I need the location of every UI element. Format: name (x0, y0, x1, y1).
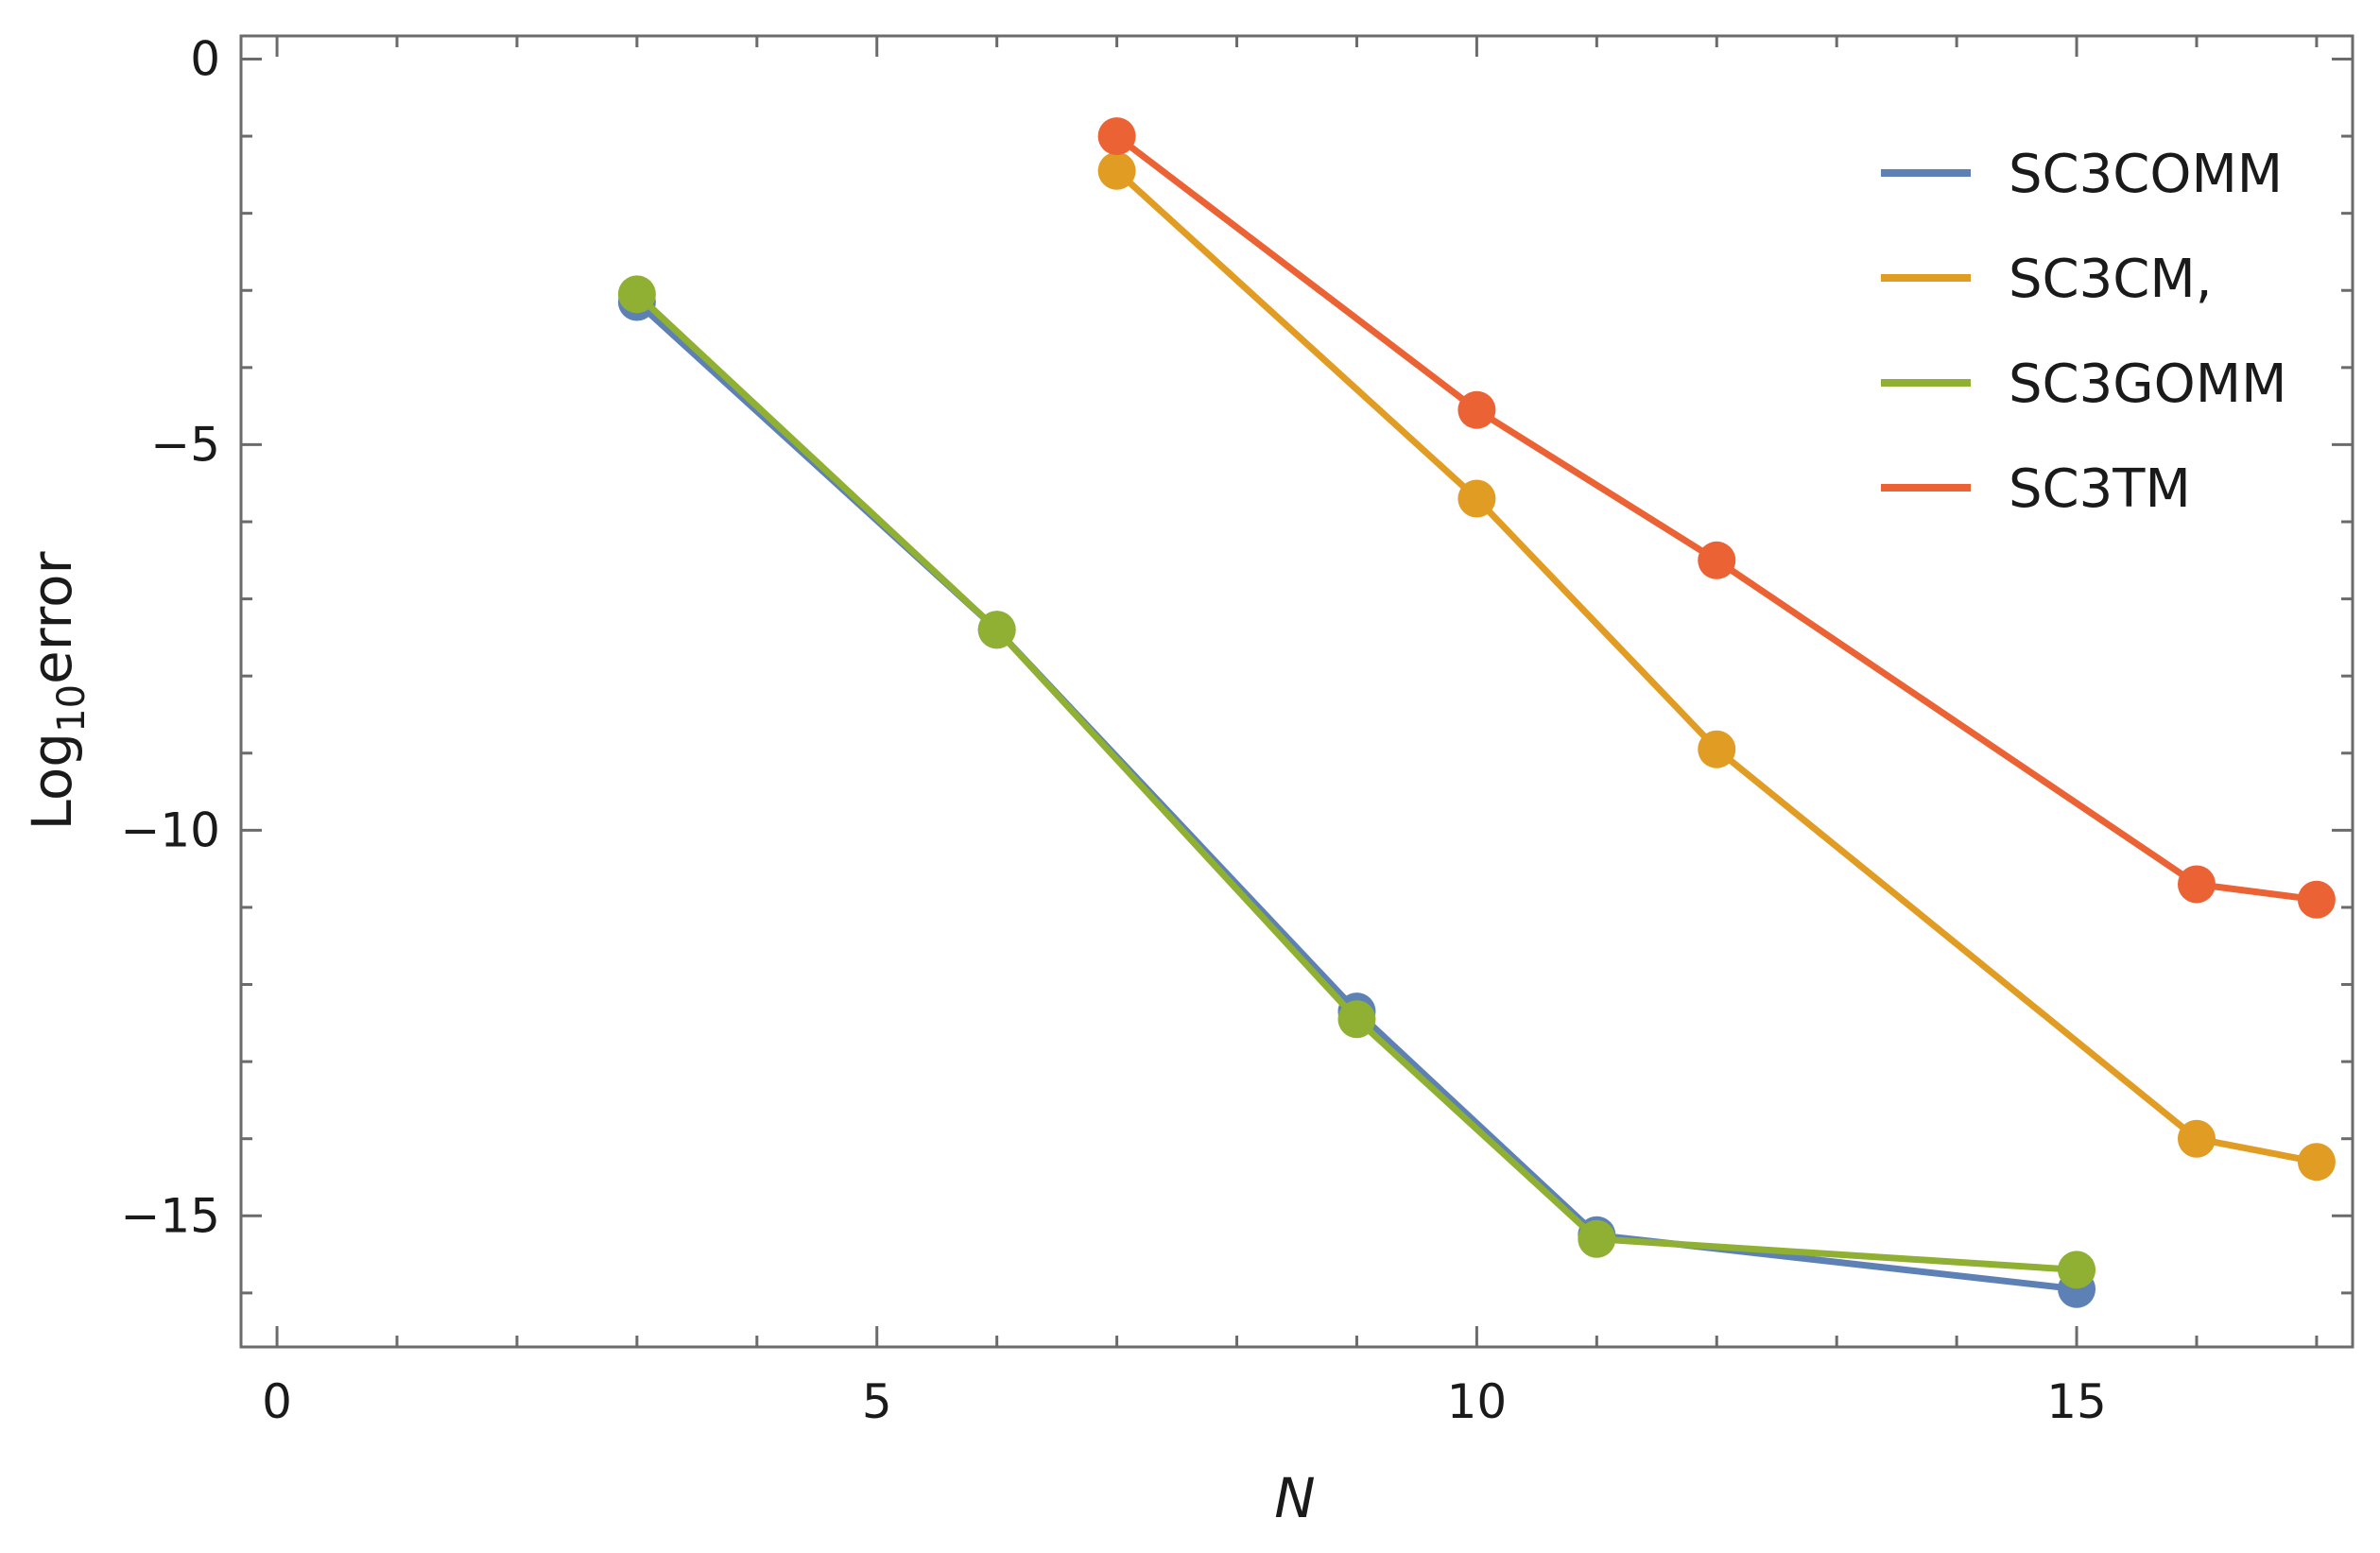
x-tick-label: 15 (2046, 1374, 2107, 1429)
y-axis-title-subscript: 10 (50, 684, 94, 733)
data-point (1578, 1219, 1616, 1258)
y-tick-label: −10 (120, 802, 220, 857)
data-point (1698, 730, 1736, 768)
data-point (1097, 117, 1136, 156)
legend: SC3COMM SC3CM, SC3GOMM SC3TM (1881, 144, 2286, 520)
x-tick-label: 0 (262, 1374, 292, 1429)
legend-label: SC3CM, (2009, 249, 2213, 310)
series-sc3comm (617, 283, 2096, 1308)
x-tick-labels: 0 5 10 15 (262, 1374, 2107, 1429)
series-line (1113, 167, 2320, 1165)
y-axis-title-suffix: error (20, 551, 84, 684)
data-point (2058, 1251, 2096, 1289)
x-tick-label: 10 (1447, 1374, 1508, 1429)
series-line (633, 290, 2080, 1273)
data-point (617, 275, 656, 314)
data-point (1698, 541, 1736, 579)
data-point (2177, 1119, 2216, 1158)
legend-label: SC3GOMM (2009, 354, 2286, 415)
data-point (1457, 479, 1496, 518)
data-point (1097, 151, 1136, 190)
data-point (2297, 1143, 2336, 1182)
plot-frame (239, 34, 2354, 1349)
series-sc3tm (1097, 117, 2336, 919)
data-point (2177, 865, 2216, 904)
axis-ticks (241, 36, 2353, 1347)
y-tick-labels: 0 −5 −10 −15 (120, 31, 220, 1243)
series-sc3cm (1097, 151, 2336, 1182)
data-point (977, 611, 1016, 649)
data-point (1337, 1000, 1376, 1039)
series-layer (617, 117, 2336, 1308)
series-line (633, 299, 2080, 1293)
y-tick-label: −15 (120, 1188, 220, 1243)
series-sc3gomm (617, 275, 2096, 1289)
legend-label: SC3TM (2009, 458, 2191, 520)
x-axis-title: N (1274, 1466, 1315, 1530)
x-tick-label: 5 (862, 1374, 892, 1429)
y-tick-label: 0 (190, 31, 220, 86)
data-point (1457, 390, 1496, 429)
legend-label: SC3COMM (2009, 144, 2283, 205)
y-axis-title: Log10error (20, 551, 94, 830)
data-point (2297, 880, 2336, 919)
y-axis-title-prefix: Log (20, 733, 84, 831)
y-tick-label: −5 (150, 417, 220, 472)
